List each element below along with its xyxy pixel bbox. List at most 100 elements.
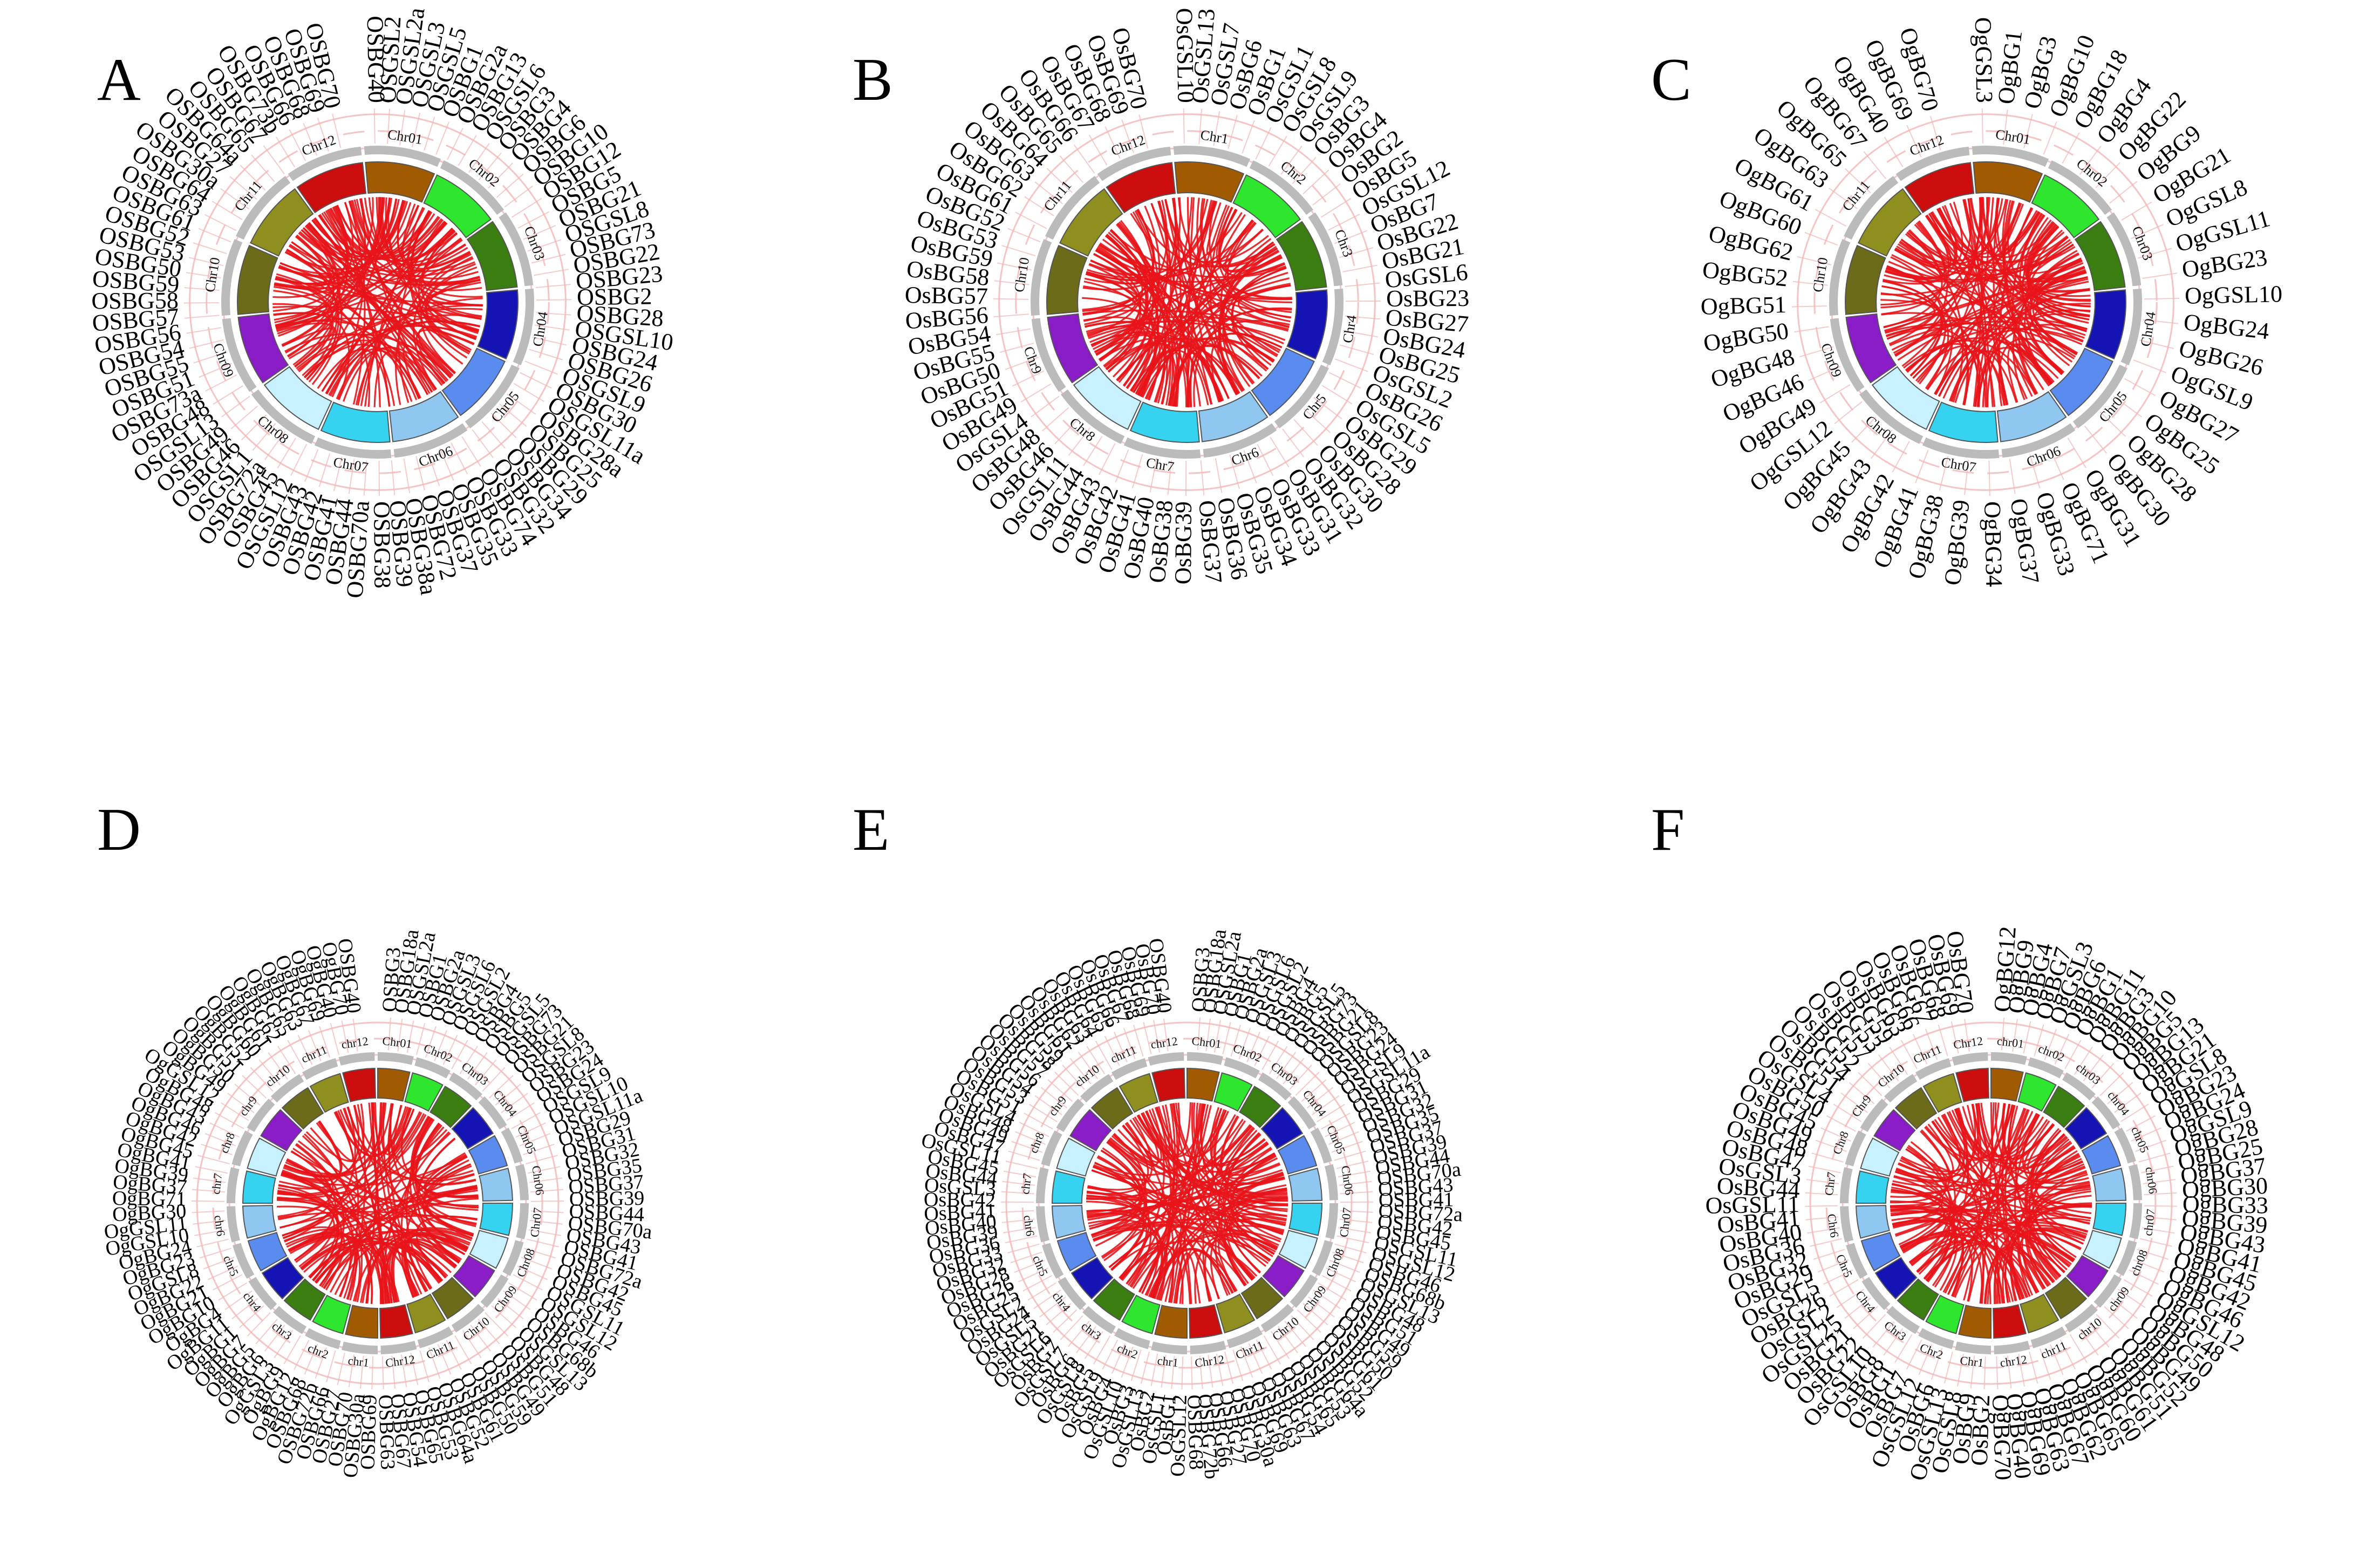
chromosome-segment bbox=[2085, 289, 2126, 360]
synteny-link bbox=[1090, 260, 1278, 358]
scale-band bbox=[364, 146, 441, 167]
synteny-link bbox=[294, 1108, 415, 1261]
synteny-link bbox=[1082, 199, 1209, 311]
chromosome-segment bbox=[1996, 391, 2067, 442]
synteny-link bbox=[323, 211, 476, 340]
chromosome-segment bbox=[2031, 174, 2100, 238]
synteny-link bbox=[417, 1137, 461, 1262]
synteny-link bbox=[1924, 1224, 2088, 1280]
synteny-link bbox=[343, 346, 443, 402]
synteny-link bbox=[285, 207, 349, 354]
scale-band bbox=[1224, 1057, 1260, 1079]
gene-label: OsGSL3 bbox=[924, 1174, 997, 1201]
synteny-link bbox=[1912, 345, 2008, 406]
scale-band bbox=[273, 1306, 307, 1334]
chromosome-segment bbox=[1897, 1278, 1939, 1321]
synteny-link bbox=[1987, 1205, 2092, 1304]
chromosome-segment bbox=[309, 1073, 349, 1113]
chromosome-segment bbox=[1288, 1168, 1322, 1202]
scale-band bbox=[1031, 238, 1052, 316]
scale-band bbox=[1056, 1099, 1085, 1133]
synteny-link bbox=[285, 1103, 392, 1175]
synteny-link bbox=[1891, 1189, 1945, 1254]
chromosome-segment bbox=[466, 221, 518, 291]
scale-band bbox=[513, 288, 534, 366]
synteny-link bbox=[1942, 1113, 2038, 1293]
chromosome-segment bbox=[1119, 1073, 1158, 1113]
synteny-link bbox=[371, 1102, 385, 1304]
scale-band bbox=[1845, 1130, 1866, 1167]
scale-band bbox=[1111, 1058, 1148, 1080]
synteny-link bbox=[328, 347, 428, 396]
chromosome-segment bbox=[468, 1135, 508, 1175]
chromosome-segment bbox=[1154, 1305, 1188, 1339]
chromosome-segment bbox=[2049, 347, 2113, 417]
chromosome-segment bbox=[1276, 221, 1327, 291]
chromosome-segment bbox=[1955, 1068, 1989, 1102]
scale-band bbox=[302, 1058, 338, 1080]
synteny-link bbox=[1996, 1228, 2086, 1304]
scale-band bbox=[1861, 1277, 1891, 1310]
gene-label: OgGSL3 bbox=[1970, 17, 1998, 103]
chromosome-segment bbox=[1925, 1294, 1965, 1334]
scale-band bbox=[1322, 288, 1344, 366]
scale-band bbox=[1097, 146, 1171, 181]
chromosome-label: Chr1 bbox=[1199, 127, 1230, 147]
synteny-link bbox=[1916, 1129, 1956, 1272]
synteny-link bbox=[1093, 1164, 1283, 1186]
scale-band bbox=[248, 1277, 277, 1310]
synteny-link bbox=[1103, 234, 1147, 367]
chromosome-segment bbox=[320, 401, 391, 443]
synteny-link bbox=[1890, 1205, 1964, 1297]
chromosome-segment bbox=[242, 1170, 276, 1204]
gene-label: OgBG51 bbox=[1700, 291, 1786, 320]
synteny-link bbox=[1089, 327, 1146, 378]
synteny-link bbox=[1990, 1102, 2022, 1300]
synteny-link bbox=[349, 200, 366, 405]
chromosome-segment bbox=[1928, 401, 1999, 443]
chromosome-segment bbox=[247, 1232, 288, 1272]
synteny-link bbox=[1083, 316, 1152, 392]
synteny-link bbox=[1169, 308, 1292, 406]
scale-band bbox=[2072, 364, 2127, 429]
chromosome-label: Chr10 bbox=[1810, 256, 1831, 294]
synteny-link bbox=[1905, 327, 2083, 372]
synteny-link bbox=[277, 1129, 448, 1200]
synteny-link bbox=[1082, 309, 1289, 330]
synteny-link bbox=[365, 1102, 382, 1304]
scale-band bbox=[499, 212, 534, 287]
synteny-link bbox=[273, 312, 332, 367]
chromosome-segment bbox=[1240, 1277, 1284, 1320]
synteny-link bbox=[1087, 1124, 1149, 1191]
chromosome-segment bbox=[1855, 1170, 1890, 1204]
synteny-link bbox=[1891, 254, 2086, 336]
scale-band bbox=[1918, 1328, 1954, 1349]
synteny-link bbox=[1151, 1107, 1172, 1299]
synteny-link bbox=[1938, 207, 2053, 384]
synteny-link bbox=[1955, 1108, 2055, 1161]
chromosome-segment bbox=[1046, 244, 1088, 315]
synteny-link bbox=[285, 1160, 356, 1300]
scale-band bbox=[1148, 1052, 1184, 1066]
chromosome-segment bbox=[1093, 1278, 1135, 1321]
synteny-link bbox=[275, 221, 446, 327]
chromosome-segment bbox=[260, 1109, 303, 1151]
chromosome-label: Chr12 bbox=[385, 1352, 416, 1370]
synteny-link bbox=[1091, 229, 1264, 347]
synteny-link bbox=[1089, 1133, 1147, 1230]
chromosome-segment bbox=[1856, 1205, 1890, 1239]
scale-band bbox=[2091, 1096, 2120, 1130]
synteny-link bbox=[1094, 1162, 1150, 1281]
chromosome-segment bbox=[2074, 221, 2126, 291]
scale-band bbox=[1308, 212, 1343, 287]
synteny-link bbox=[1229, 1204, 1288, 1273]
chromosome-segment bbox=[1845, 313, 1897, 384]
chromosome-segment bbox=[379, 1304, 413, 1339]
scale-band bbox=[1186, 1052, 1223, 1065]
synteny-link bbox=[1090, 259, 1141, 355]
reference-ring bbox=[1015, 130, 1359, 474]
scale-band bbox=[1258, 1072, 1292, 1101]
synteny-link bbox=[1897, 201, 1963, 267]
chromosome-segment bbox=[2043, 1086, 2085, 1128]
